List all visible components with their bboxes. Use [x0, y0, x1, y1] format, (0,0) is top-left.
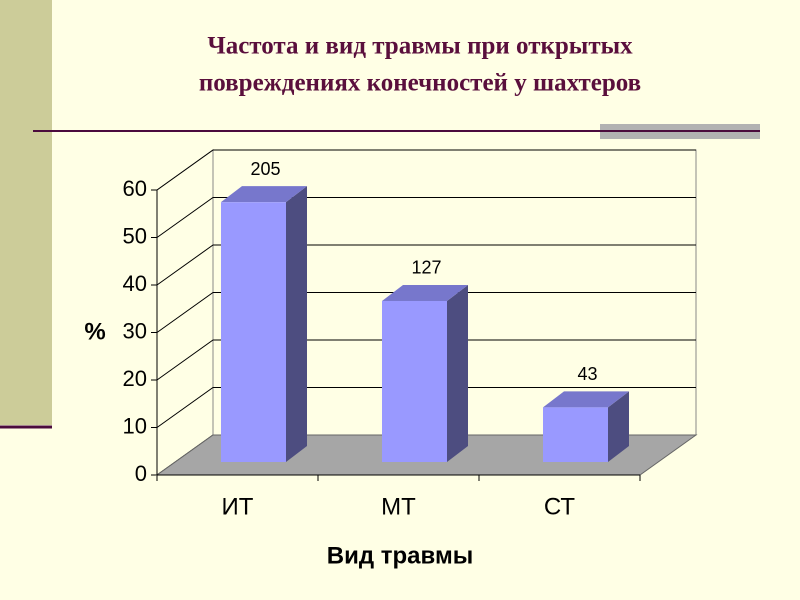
y-tick-label: 0 [135, 461, 147, 486]
data-label: 127 [411, 258, 441, 278]
data-label: 43 [577, 364, 597, 384]
side-strip [0, 0, 52, 425]
plot: 0 10 20 30 40 50 60 ИТ 205 МТ 127 СТ 43 [123, 149, 698, 520]
grid-line [156, 387, 696, 428]
grid-line [156, 149, 696, 191]
grid-line [156, 292, 696, 333]
x-tick-label: МТ [381, 493, 416, 520]
chart-title: повреждениях конечностей у шахтеров [199, 70, 641, 97]
grid-line [156, 197, 696, 238]
bar [221, 202, 286, 463]
x-tick-label: ИТ [222, 493, 254, 520]
y-tick-label: 20 [123, 366, 147, 391]
bar-top [543, 391, 629, 408]
x-tick-label: СТ [544, 493, 576, 520]
bar-side [447, 284, 468, 462]
grid-line [156, 244, 696, 286]
bar [543, 407, 608, 462]
bar-top [221, 186, 307, 203]
data-label: 205 [250, 159, 280, 179]
y-axis-title: % [84, 318, 105, 345]
y-tick-label: 40 [123, 271, 147, 296]
bar [382, 300, 447, 462]
y-tick-label: 50 [123, 223, 147, 248]
y-tick-label: 10 [123, 413, 147, 438]
bar-side [286, 186, 307, 463]
chart-title: Частота и вид травмы при открытых [207, 33, 633, 60]
grid-line [156, 339, 696, 381]
bar-side [608, 391, 629, 462]
x-axis-title: Вид травмы [327, 542, 473, 569]
y-tick-label: 30 [123, 318, 147, 343]
y-tick-label: 60 [123, 176, 147, 201]
bar-top [382, 284, 468, 301]
